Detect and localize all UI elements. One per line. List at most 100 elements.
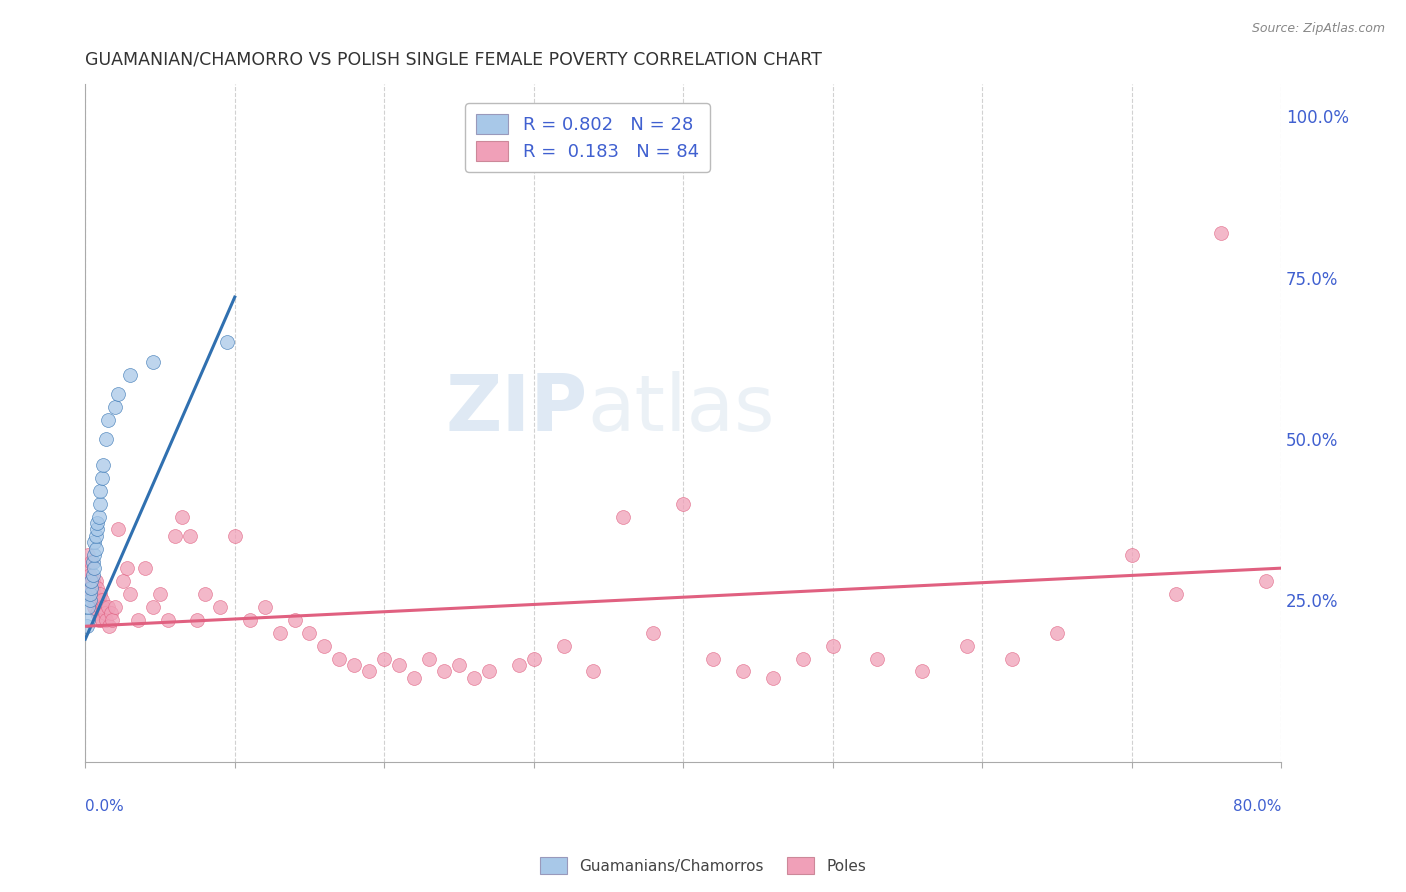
Point bbox=[373, 651, 395, 665]
Point bbox=[82, 574, 104, 588]
Point bbox=[80, 555, 103, 569]
Point bbox=[1121, 548, 1143, 562]
Point bbox=[90, 593, 112, 607]
Legend: Guamanians/Chamorros, Poles: Guamanians/Chamorros, Poles bbox=[533, 851, 873, 880]
Point bbox=[298, 625, 321, 640]
Point bbox=[82, 555, 104, 569]
Point bbox=[120, 368, 142, 382]
Point bbox=[87, 509, 110, 524]
Point bbox=[269, 625, 291, 640]
Point bbox=[100, 607, 122, 621]
Point bbox=[702, 651, 724, 665]
Text: atlas: atlas bbox=[588, 371, 775, 448]
Point bbox=[111, 574, 134, 588]
Point bbox=[388, 657, 411, 672]
Point bbox=[314, 639, 336, 653]
Point bbox=[447, 657, 470, 672]
Point bbox=[93, 607, 115, 621]
Point bbox=[731, 665, 754, 679]
Point bbox=[89, 497, 111, 511]
Text: 80.0%: 80.0% bbox=[1233, 799, 1281, 814]
Point bbox=[86, 523, 108, 537]
Point bbox=[84, 574, 107, 588]
Point bbox=[762, 671, 785, 685]
Text: 0.0%: 0.0% bbox=[86, 799, 124, 814]
Point bbox=[1254, 574, 1277, 588]
Point bbox=[76, 561, 98, 575]
Point bbox=[89, 483, 111, 498]
Point bbox=[172, 509, 194, 524]
Point bbox=[86, 581, 108, 595]
Point bbox=[643, 625, 665, 640]
Point bbox=[79, 587, 101, 601]
Point bbox=[97, 413, 120, 427]
Text: ZIP: ZIP bbox=[446, 371, 588, 448]
Point bbox=[90, 613, 112, 627]
Point bbox=[96, 432, 118, 446]
Point bbox=[1166, 587, 1188, 601]
Point bbox=[101, 613, 124, 627]
Point bbox=[127, 613, 149, 627]
Point bbox=[98, 619, 121, 633]
Point bbox=[523, 651, 546, 665]
Point bbox=[80, 587, 103, 601]
Point bbox=[107, 387, 129, 401]
Point bbox=[792, 651, 814, 665]
Point bbox=[97, 599, 120, 614]
Point bbox=[89, 587, 111, 601]
Point bbox=[80, 574, 103, 588]
Point bbox=[343, 657, 366, 672]
Point bbox=[79, 593, 101, 607]
Point bbox=[163, 529, 186, 543]
Point bbox=[156, 613, 179, 627]
Point bbox=[1211, 226, 1233, 240]
Point bbox=[208, 599, 231, 614]
Point bbox=[96, 613, 118, 627]
Point bbox=[83, 548, 105, 562]
Point bbox=[80, 581, 103, 595]
Point bbox=[107, 523, 129, 537]
Point bbox=[283, 613, 305, 627]
Point bbox=[84, 529, 107, 543]
Point bbox=[1001, 651, 1024, 665]
Point bbox=[404, 671, 426, 685]
Point bbox=[77, 548, 100, 562]
Point bbox=[104, 599, 127, 614]
Point bbox=[866, 651, 889, 665]
Point bbox=[956, 639, 979, 653]
Point bbox=[104, 400, 127, 414]
Point bbox=[1046, 625, 1069, 640]
Point bbox=[89, 599, 111, 614]
Point bbox=[84, 541, 107, 556]
Text: GUAMANIAN/CHAMORRO VS POLISH SINGLE FEMALE POVERTY CORRELATION CHART: GUAMANIAN/CHAMORRO VS POLISH SINGLE FEMA… bbox=[86, 51, 823, 69]
Point bbox=[87, 593, 110, 607]
Point bbox=[328, 651, 350, 665]
Point bbox=[142, 354, 165, 368]
Point bbox=[83, 535, 105, 549]
Point bbox=[86, 607, 108, 621]
Point bbox=[77, 574, 100, 588]
Point bbox=[194, 587, 217, 601]
Point bbox=[612, 509, 634, 524]
Point bbox=[463, 671, 485, 685]
Text: Source: ZipAtlas.com: Source: ZipAtlas.com bbox=[1251, 22, 1385, 36]
Point bbox=[83, 599, 105, 614]
Point bbox=[433, 665, 456, 679]
Point bbox=[91, 458, 114, 472]
Point bbox=[82, 593, 104, 607]
Point bbox=[84, 593, 107, 607]
Point bbox=[179, 529, 201, 543]
Point bbox=[508, 657, 530, 672]
Point bbox=[149, 587, 172, 601]
Point bbox=[217, 335, 239, 350]
Point bbox=[79, 567, 101, 582]
Point bbox=[77, 599, 100, 614]
Point bbox=[224, 529, 246, 543]
Point bbox=[87, 613, 110, 627]
Point bbox=[79, 581, 101, 595]
Point bbox=[911, 665, 934, 679]
Point bbox=[120, 587, 142, 601]
Point bbox=[359, 665, 381, 679]
Point bbox=[418, 651, 440, 665]
Point bbox=[82, 567, 104, 582]
